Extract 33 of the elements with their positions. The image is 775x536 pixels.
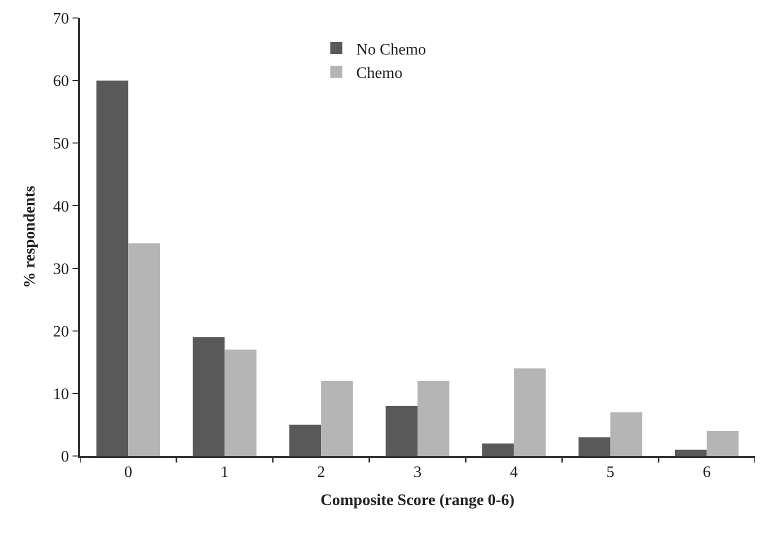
legend-label: Chemo	[356, 65, 402, 82]
y-tick-label: 30	[53, 260, 70, 278]
y-tick-label: 50	[53, 136, 70, 153]
x-tick-label: 3	[414, 464, 422, 481]
bar	[289, 424, 322, 456]
bar	[321, 380, 353, 456]
bar	[482, 443, 514, 456]
bar	[386, 406, 418, 456]
x-tick-label: 1	[220, 464, 229, 481]
bar	[610, 412, 642, 456]
y-tick-label: 40	[53, 198, 70, 216]
y-tick-label: 70	[53, 10, 70, 28]
x-tick-label: 2	[317, 464, 326, 481]
bar	[128, 243, 160, 456]
bar	[578, 437, 610, 456]
x-axis-title: Composite Score (range 0-6)	[320, 492, 514, 510]
bar	[224, 350, 256, 456]
legend-label: No Chemo	[356, 41, 426, 58]
bar	[192, 337, 225, 456]
bar	[418, 380, 450, 456]
bar	[514, 368, 546, 456]
y-tick-label: 20	[53, 323, 70, 340]
x-tick-label: 4	[510, 464, 518, 481]
x-tick-label: 5	[606, 464, 614, 481]
y-tick-label: 60	[53, 73, 70, 90]
y-axis-title: % respondents	[21, 186, 38, 288]
bar	[674, 450, 707, 456]
x-tick-label: 6	[702, 464, 711, 481]
y-tick-label: 0	[61, 448, 70, 466]
bar	[96, 80, 128, 456]
x-tick-label: 0	[124, 464, 132, 481]
y-tick-label: 10	[53, 386, 70, 404]
bar	[706, 430, 739, 456]
